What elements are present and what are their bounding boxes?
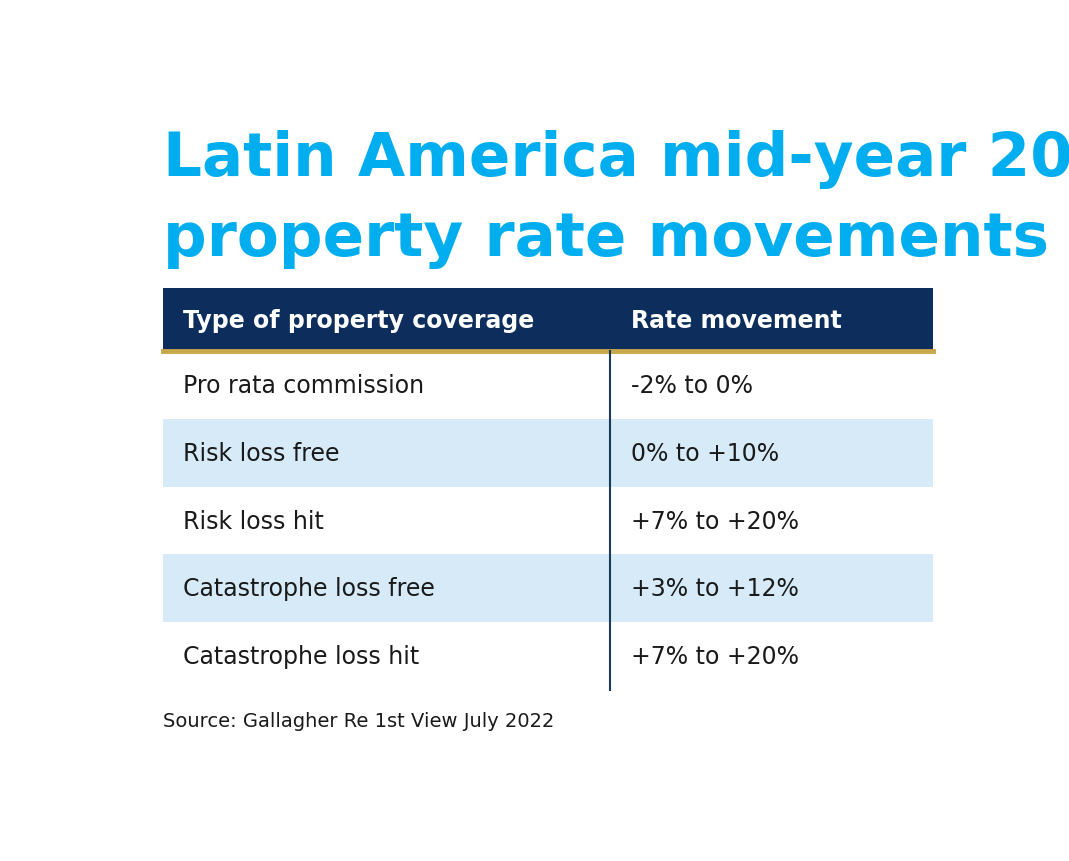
Text: Latin America mid-year 2022: Latin America mid-year 2022 xyxy=(162,130,1069,189)
Bar xyxy=(162,352,933,419)
Bar xyxy=(162,623,933,690)
Text: +7% to +20%: +7% to +20% xyxy=(631,509,799,533)
Text: Risk loss hit: Risk loss hit xyxy=(184,509,324,533)
Bar xyxy=(162,554,933,623)
Text: Catastrophe loss hit: Catastrophe loss hit xyxy=(184,644,420,668)
Text: +3% to +12%: +3% to +12% xyxy=(631,577,799,601)
Bar xyxy=(162,289,933,352)
Text: property rate movements: property rate movements xyxy=(162,209,1049,269)
Text: Source: Gallagher Re 1st View July 2022: Source: Gallagher Re 1st View July 2022 xyxy=(162,711,554,730)
Text: Rate movement: Rate movement xyxy=(631,308,841,332)
Bar xyxy=(162,419,933,487)
Text: Pro rata commission: Pro rata commission xyxy=(184,374,424,398)
Text: +7% to +20%: +7% to +20% xyxy=(631,644,799,668)
Bar xyxy=(162,487,933,554)
Text: 0% to +10%: 0% to +10% xyxy=(631,442,779,465)
Text: Type of property coverage: Type of property coverage xyxy=(184,308,534,332)
Text: Catastrophe loss free: Catastrophe loss free xyxy=(184,577,435,601)
Text: Risk loss free: Risk loss free xyxy=(184,442,340,465)
Text: -2% to 0%: -2% to 0% xyxy=(631,374,753,398)
